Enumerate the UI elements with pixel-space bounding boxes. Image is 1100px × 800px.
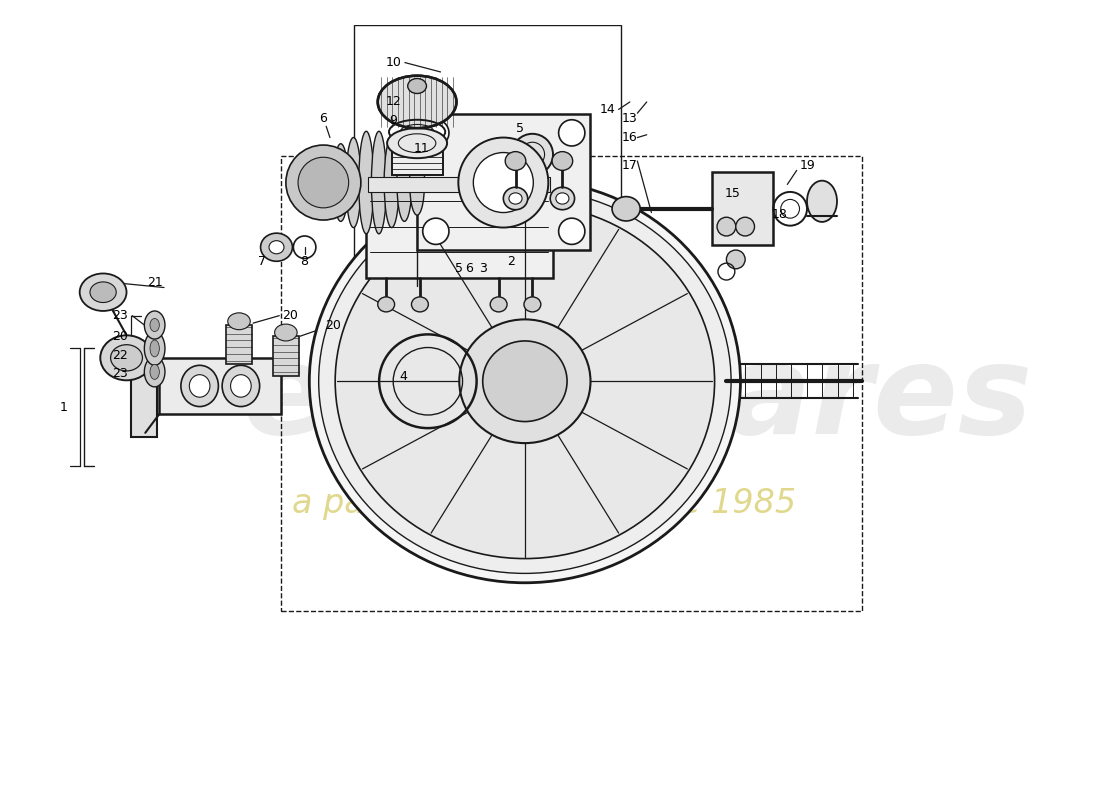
Ellipse shape [556, 193, 569, 204]
Ellipse shape [275, 324, 297, 341]
Ellipse shape [100, 335, 153, 380]
Text: eurospares: eurospares [242, 339, 1033, 461]
Text: 20: 20 [283, 309, 298, 322]
Ellipse shape [377, 76, 456, 128]
Ellipse shape [144, 357, 165, 387]
Ellipse shape [144, 331, 165, 366]
Text: 6: 6 [464, 262, 473, 275]
Bar [368, 177, 550, 192]
Text: 3: 3 [478, 262, 486, 275]
Bar [273, 336, 299, 376]
Text: 12: 12 [386, 95, 402, 109]
Ellipse shape [298, 158, 349, 208]
Text: 20: 20 [324, 318, 341, 331]
Text: 2: 2 [507, 254, 515, 268]
Ellipse shape [333, 144, 349, 222]
Ellipse shape [411, 297, 428, 312]
Ellipse shape [559, 218, 585, 245]
Ellipse shape [387, 128, 447, 158]
Text: 19: 19 [800, 159, 816, 172]
Ellipse shape [286, 145, 361, 220]
Text: 9: 9 [389, 114, 397, 127]
Ellipse shape [552, 152, 573, 170]
Bar [226, 325, 252, 364]
Ellipse shape [550, 187, 574, 210]
Text: 13: 13 [621, 112, 638, 126]
Text: 17: 17 [621, 159, 638, 172]
Ellipse shape [346, 138, 361, 227]
Bar [160, 358, 282, 414]
Ellipse shape [460, 319, 591, 443]
Bar [354, 25, 622, 286]
Text: 22: 22 [112, 349, 128, 362]
Ellipse shape [372, 131, 386, 234]
Ellipse shape [150, 364, 160, 379]
Text: 15: 15 [725, 187, 741, 200]
Ellipse shape [612, 197, 640, 221]
Ellipse shape [309, 180, 740, 582]
Ellipse shape [726, 250, 745, 269]
Ellipse shape [717, 218, 736, 236]
Ellipse shape [150, 318, 160, 331]
Ellipse shape [483, 341, 568, 422]
Ellipse shape [397, 144, 411, 222]
Text: 16: 16 [621, 131, 638, 144]
Ellipse shape [231, 374, 251, 397]
Ellipse shape [180, 366, 219, 406]
Text: 20: 20 [112, 330, 128, 342]
Text: 23: 23 [112, 367, 128, 380]
Text: 8: 8 [300, 254, 309, 268]
Text: 10: 10 [386, 56, 402, 69]
Text: 1: 1 [59, 401, 68, 414]
Text: 14: 14 [600, 103, 615, 116]
Ellipse shape [261, 233, 293, 262]
Ellipse shape [504, 187, 528, 210]
Ellipse shape [409, 150, 425, 215]
Ellipse shape [90, 282, 117, 302]
Text: 7: 7 [258, 254, 266, 268]
Bar [282, 156, 862, 611]
Ellipse shape [150, 340, 160, 357]
Ellipse shape [144, 311, 165, 339]
Text: 6: 6 [319, 112, 328, 126]
Text: 18: 18 [772, 208, 788, 221]
Ellipse shape [408, 78, 427, 94]
Ellipse shape [459, 138, 548, 227]
Ellipse shape [319, 189, 732, 574]
Bar [713, 172, 773, 246]
Ellipse shape [505, 152, 526, 170]
Ellipse shape [509, 193, 522, 204]
Ellipse shape [189, 374, 210, 397]
Ellipse shape [384, 138, 399, 227]
Ellipse shape [422, 120, 449, 146]
Text: 5: 5 [455, 262, 463, 275]
Ellipse shape [228, 313, 251, 330]
Ellipse shape [111, 345, 143, 371]
Ellipse shape [512, 134, 553, 175]
Ellipse shape [736, 218, 755, 236]
Text: a passion for parts since 1985: a passion for parts since 1985 [292, 486, 795, 520]
Ellipse shape [270, 241, 284, 254]
Ellipse shape [320, 150, 336, 215]
Bar [131, 353, 157, 438]
Text: 11: 11 [414, 142, 430, 155]
Ellipse shape [222, 366, 260, 406]
Ellipse shape [336, 204, 715, 558]
Ellipse shape [79, 274, 126, 311]
Ellipse shape [807, 181, 837, 222]
Bar [417, 114, 591, 250]
Ellipse shape [422, 218, 449, 245]
Ellipse shape [359, 131, 374, 234]
Bar [365, 175, 553, 278]
Text: 4: 4 [399, 370, 407, 383]
Ellipse shape [491, 297, 507, 312]
Bar [392, 139, 443, 175]
Ellipse shape [473, 153, 534, 213]
Text: 5: 5 [516, 122, 525, 134]
Ellipse shape [377, 297, 395, 312]
Ellipse shape [559, 120, 585, 146]
Text: 23: 23 [112, 309, 128, 322]
Ellipse shape [524, 297, 541, 312]
Text: 21: 21 [146, 276, 163, 290]
